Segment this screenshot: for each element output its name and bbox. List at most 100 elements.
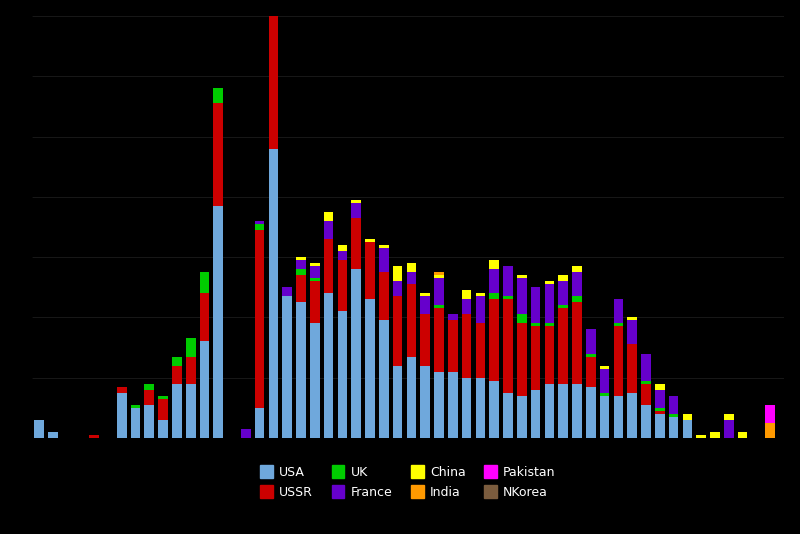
Bar xyxy=(338,311,347,438)
Bar xyxy=(130,408,140,438)
Bar xyxy=(421,293,430,296)
Bar xyxy=(324,212,334,221)
Bar xyxy=(214,206,223,438)
Bar xyxy=(255,408,265,438)
Bar xyxy=(255,221,265,224)
Bar xyxy=(531,287,541,324)
Bar xyxy=(145,383,154,390)
Bar xyxy=(558,305,568,308)
Bar xyxy=(669,396,678,414)
Bar xyxy=(186,339,195,357)
Bar xyxy=(627,317,637,320)
Bar xyxy=(462,299,471,315)
Bar xyxy=(503,392,513,438)
Bar xyxy=(558,281,568,305)
Bar xyxy=(351,203,361,218)
Bar xyxy=(655,414,665,438)
Bar xyxy=(282,287,292,296)
Bar xyxy=(324,239,334,293)
Bar xyxy=(241,429,250,438)
Bar xyxy=(421,296,430,315)
Bar xyxy=(572,272,582,296)
Bar xyxy=(641,405,651,438)
Bar xyxy=(366,239,375,242)
Bar xyxy=(462,290,471,299)
Bar xyxy=(296,275,306,302)
Bar xyxy=(600,368,610,392)
Bar xyxy=(366,299,375,438)
Bar xyxy=(393,266,402,281)
Bar xyxy=(421,315,430,366)
Bar xyxy=(158,399,168,420)
Bar xyxy=(517,324,526,396)
Bar xyxy=(476,378,486,438)
Bar xyxy=(214,88,223,104)
Bar xyxy=(503,266,513,296)
Bar xyxy=(682,420,692,438)
Bar xyxy=(186,383,195,438)
Bar xyxy=(214,104,223,206)
Bar xyxy=(531,324,541,326)
Bar xyxy=(379,248,389,272)
Bar xyxy=(517,275,526,278)
Bar xyxy=(572,296,582,302)
Bar xyxy=(586,387,596,438)
Bar xyxy=(338,260,347,311)
Bar xyxy=(572,383,582,438)
Bar xyxy=(351,200,361,203)
Bar xyxy=(269,148,278,438)
Bar xyxy=(476,296,486,324)
Bar xyxy=(669,414,678,417)
Bar xyxy=(531,390,541,438)
Bar xyxy=(186,357,195,383)
Bar xyxy=(641,354,651,381)
Bar xyxy=(406,263,416,272)
Bar xyxy=(517,315,526,324)
Bar xyxy=(393,366,402,438)
Bar xyxy=(572,266,582,272)
Bar xyxy=(545,284,554,324)
Bar xyxy=(366,242,375,299)
Bar xyxy=(558,308,568,383)
Bar xyxy=(406,357,416,438)
Bar xyxy=(379,272,389,320)
Bar xyxy=(448,320,458,372)
Bar xyxy=(172,366,182,383)
Bar xyxy=(724,414,734,420)
Bar xyxy=(448,372,458,438)
Bar xyxy=(172,357,182,366)
Bar xyxy=(655,411,665,414)
Bar xyxy=(627,344,637,392)
Bar xyxy=(34,420,44,438)
Bar xyxy=(517,396,526,438)
Bar xyxy=(669,417,678,438)
Bar xyxy=(503,299,513,392)
Bar xyxy=(393,281,402,296)
Bar xyxy=(462,315,471,378)
Bar xyxy=(614,324,623,326)
Bar xyxy=(130,405,140,408)
Bar xyxy=(586,329,596,354)
Bar xyxy=(434,305,444,308)
Bar xyxy=(696,435,706,438)
Bar xyxy=(655,383,665,390)
Bar xyxy=(434,308,444,372)
Bar xyxy=(421,366,430,438)
Bar xyxy=(338,251,347,260)
Bar xyxy=(531,326,541,390)
Bar xyxy=(614,326,623,396)
Bar xyxy=(655,390,665,408)
Bar xyxy=(490,260,499,269)
Bar xyxy=(269,0,278,148)
Bar xyxy=(310,278,320,281)
Bar xyxy=(296,257,306,260)
Bar xyxy=(172,383,182,438)
Bar xyxy=(490,293,499,299)
Bar xyxy=(476,324,486,378)
Bar xyxy=(324,221,334,239)
Bar xyxy=(614,299,623,324)
Bar xyxy=(766,405,775,423)
Bar xyxy=(310,281,320,324)
Bar xyxy=(545,281,554,284)
Bar xyxy=(517,278,526,315)
